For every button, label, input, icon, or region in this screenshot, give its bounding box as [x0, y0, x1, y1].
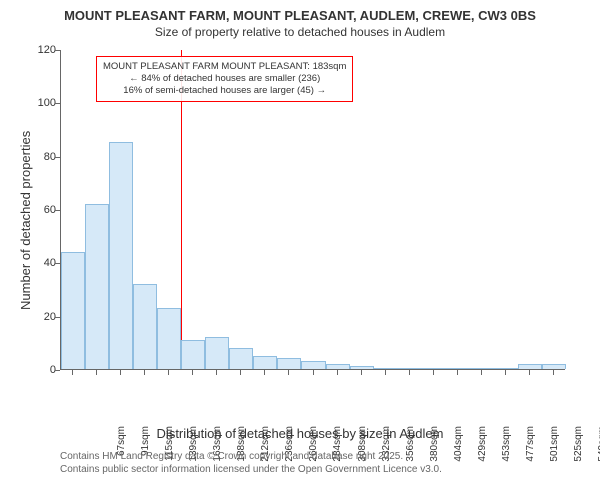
x-tick-mark — [192, 370, 193, 375]
histogram-bar — [374, 368, 398, 369]
y-tick-container: 020406080100120 — [0, 50, 60, 370]
histogram-bar — [85, 204, 109, 369]
footer-line-2: Contains public sector information licen… — [60, 463, 442, 476]
x-tick-mark — [385, 370, 386, 375]
histogram-bar — [109, 142, 133, 369]
x-tick-mark — [553, 370, 554, 375]
histogram-bar — [470, 368, 494, 369]
histogram-bar — [542, 364, 566, 369]
annotation-line: MOUNT PLEASANT FARM MOUNT PLEASANT: 183s… — [103, 61, 346, 73]
x-tick-mark — [288, 370, 289, 375]
x-tick-mark — [529, 370, 530, 375]
histogram-bar — [422, 368, 446, 369]
x-tick-mark — [72, 370, 73, 375]
y-tick-mark — [55, 103, 60, 104]
histogram-bar — [229, 348, 253, 369]
y-tick-mark — [55, 317, 60, 318]
annotation-line: ← 84% of detached houses are smaller (23… — [103, 73, 346, 85]
histogram-bar — [301, 361, 325, 369]
y-tick-mark — [55, 157, 60, 158]
footer-line-1: Contains HM Land Registry data © Crown c… — [60, 450, 442, 463]
histogram-bar — [350, 366, 374, 369]
x-axis-label: Distribution of detached houses by size … — [0, 426, 600, 441]
x-tick-mark — [481, 370, 482, 375]
y-tick-mark — [55, 263, 60, 264]
y-tick-label: 120 — [0, 44, 56, 56]
histogram-bar — [253, 356, 277, 369]
histogram-bar — [61, 252, 85, 369]
x-tick-mark — [457, 370, 458, 375]
x-tick-mark — [96, 370, 97, 375]
histogram-bar — [133, 284, 157, 369]
x-tick-mark — [361, 370, 362, 375]
x-tick-mark — [409, 370, 410, 375]
x-tick-mark — [240, 370, 241, 375]
x-tick-mark — [433, 370, 434, 375]
chart-container: MOUNT PLEASANT FARM, MOUNT PLEASANT, AUD… — [0, 0, 600, 500]
y-tick-label: 40 — [0, 257, 56, 269]
annotation-box: MOUNT PLEASANT FARM MOUNT PLEASANT: 183s… — [96, 56, 353, 102]
x-tick-mark — [313, 370, 314, 375]
chart-title: MOUNT PLEASANT FARM, MOUNT PLEASANT, AUD… — [0, 0, 600, 25]
y-tick-label: 80 — [0, 151, 56, 163]
histogram-bar — [181, 340, 205, 369]
footer-note: Contains HM Land Registry data © Crown c… — [60, 450, 442, 476]
histogram-bar — [205, 337, 229, 369]
chart-subtitle: Size of property relative to detached ho… — [0, 25, 600, 41]
histogram-bar — [326, 364, 350, 369]
x-tick-container: 67sqm91sqm115sqm139sqm163sqm188sqm212sqm… — [60, 370, 565, 430]
histogram-bar — [277, 358, 301, 369]
histogram-bar — [494, 368, 518, 369]
histogram-bar — [518, 364, 542, 369]
plot-area: MOUNT PLEASANT FARM MOUNT PLEASANT: 183s… — [60, 50, 565, 370]
annotation-line: 16% of semi-detached houses are larger (… — [103, 85, 346, 97]
histogram-bar — [398, 368, 422, 369]
y-tick-mark — [55, 210, 60, 211]
x-tick-mark — [264, 370, 265, 375]
x-tick-mark — [120, 370, 121, 375]
y-tick-label: 0 — [0, 364, 56, 376]
y-tick-label: 20 — [0, 311, 56, 323]
histogram-bar — [446, 368, 470, 369]
y-tick-label: 100 — [0, 97, 56, 109]
y-tick-label: 60 — [0, 204, 56, 216]
x-tick-mark — [505, 370, 506, 375]
x-tick-mark — [144, 370, 145, 375]
x-tick-mark — [168, 370, 169, 375]
y-tick-mark — [55, 50, 60, 51]
x-tick-mark — [337, 370, 338, 375]
x-tick-mark — [216, 370, 217, 375]
histogram-bar — [157, 308, 181, 369]
